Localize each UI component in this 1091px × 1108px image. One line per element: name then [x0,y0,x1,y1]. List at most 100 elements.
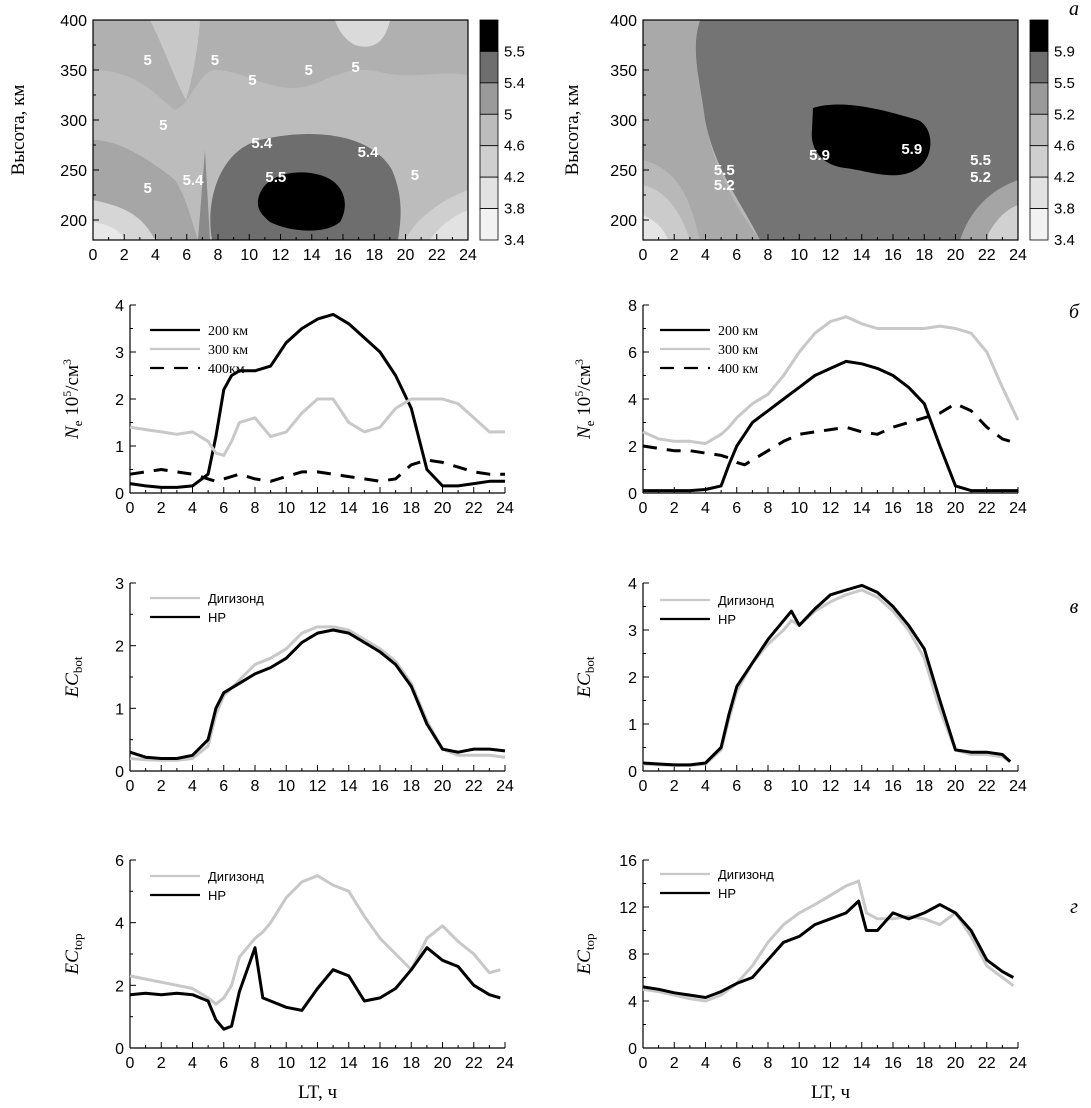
series-line-0 [129,874,501,1006]
y-tick-label: 2 [628,670,637,687]
x-tick-label: 12 [822,778,840,795]
x-tick-label: 18 [402,778,420,795]
x-tick-label: 24 [459,247,477,264]
legend: Дигизонд НР [150,591,264,625]
x-tick-label: 6 [219,500,228,517]
y-tick-label: 4 [628,994,637,1011]
contour-label: 5.5 [714,162,735,179]
y-tick-label: 350 [60,63,87,80]
colorbar-label: 5 [504,106,512,123]
legend-label: НР [718,886,736,901]
y-tick-label: 2 [115,392,124,409]
x-tick-label: 4 [188,1055,197,1072]
legend: Дигизонд НР [150,869,264,903]
x-tick-label: 22 [978,778,996,795]
x-tick-label: 0 [89,247,98,264]
y-title-main: EC [62,950,83,976]
contour-label: 5.9 [809,147,830,164]
series-line-1 [642,315,1020,446]
y-title-sub: e [582,420,597,426]
x-tick-label: 0 [639,500,648,517]
x-tick-label: 6 [732,247,741,264]
series-line-1 [129,946,501,1031]
colorbar-label: 4.6 [504,138,525,155]
series-line-1 [642,583,1012,767]
x-axis-title: LT, ч [298,1082,338,1103]
y-title-sup2: 3 [60,359,74,365]
y-axis-title: Ne 105/см3 [572,359,597,440]
y-tick-label: 200 [610,213,637,230]
x-tick-label: 4 [188,778,197,795]
x-tick-label: 8 [214,247,223,264]
y-tick-label: 2 [115,978,124,995]
legend-label: НР [718,612,736,627]
y-title-sub: bot [582,656,597,673]
x-tick-label: 12 [822,1055,840,1072]
y-tick-label: 250 [610,163,637,180]
y-axis-title: Ne 105/см3 [60,359,85,440]
x-tick-label: 8 [251,1055,260,1072]
plot-area [130,583,505,771]
level-5.9-core [811,104,931,176]
x-tick-label: 24 [496,778,514,795]
level-3.8-bottom-left [93,222,125,240]
x-tick-label: 4 [188,500,197,517]
colorbar-swatch [1029,145,1049,178]
y-tick-label: 4 [628,392,637,409]
x-tick-label: 22 [428,247,446,264]
x-tick-label: 0 [126,1055,135,1072]
x-tick-label: 6 [182,247,191,264]
x-tick-label: 8 [764,247,773,264]
x-tick-label: 12 [822,500,840,517]
x-tick-label: 10 [277,1055,295,1072]
colorbar-label: 3.8 [1054,201,1075,218]
x-tick-label: 10 [790,247,808,264]
contour-label: 5 [304,62,312,79]
colorbar-swatch [479,19,499,52]
level-4.2-top-patch [335,20,390,47]
contour-label: 5 [351,59,359,76]
x-tick-label: 16 [371,1055,389,1072]
x-tick-label: 18 [915,1055,933,1072]
x-axis-title: LT, ч [811,1082,851,1103]
x-tick-label: 4 [701,1055,710,1072]
level-3.8-bottom-right [430,210,468,240]
x-tick-label: 0 [639,247,648,264]
legend-label: 300 км [208,343,248,358]
x-tick-label: 24 [496,1055,514,1072]
panel-letter-a: а [1069,0,1079,20]
colorbar-label: 4.2 [1054,169,1075,186]
x-tick-label: 14 [340,1055,358,1072]
x-tick-label: 0 [126,500,135,517]
contour-label: 5.5 [970,152,991,169]
colorbar-swatch [479,176,499,209]
x-tick-label: 18 [402,1055,420,1072]
x-tick-label: 14 [303,247,321,264]
colorbar: 5.5 5.4 5 4.6 4.2 3.8 3.4 [479,19,525,249]
level-3.8-bottom-left [643,215,668,240]
x-tick-label: 8 [764,778,773,795]
contour-label: 5 [411,167,419,184]
series-line-0 [642,879,1015,1003]
legend-label: Дигизонд [718,593,774,608]
x-tick-label: 2 [670,1055,679,1072]
y-tick-label: 2 [628,439,637,456]
y-title-sup: 5 [572,391,586,397]
legend-label: 400км [208,362,245,377]
x-tick-label: 18 [915,500,933,517]
legend: 200 км 300 км 400км [150,324,248,377]
y-tick-label: 4 [115,916,124,933]
y-tick-label: 0 [115,486,124,503]
x-tick-label: 24 [1009,778,1027,795]
legend-label: Дигизонд [208,591,264,606]
x-tick-label: 16 [884,500,902,517]
contour-fill-right [643,20,1018,240]
contour-label: 5 [211,52,219,69]
y-title-rest: 10 [62,397,83,421]
x-tick-label: 6 [219,778,228,795]
y-title-sub: e [70,420,85,426]
colorbar-label: 5.2 [1054,106,1075,123]
y-tick-label: 400 [60,13,87,30]
contour-label: 5.4 [358,144,380,161]
